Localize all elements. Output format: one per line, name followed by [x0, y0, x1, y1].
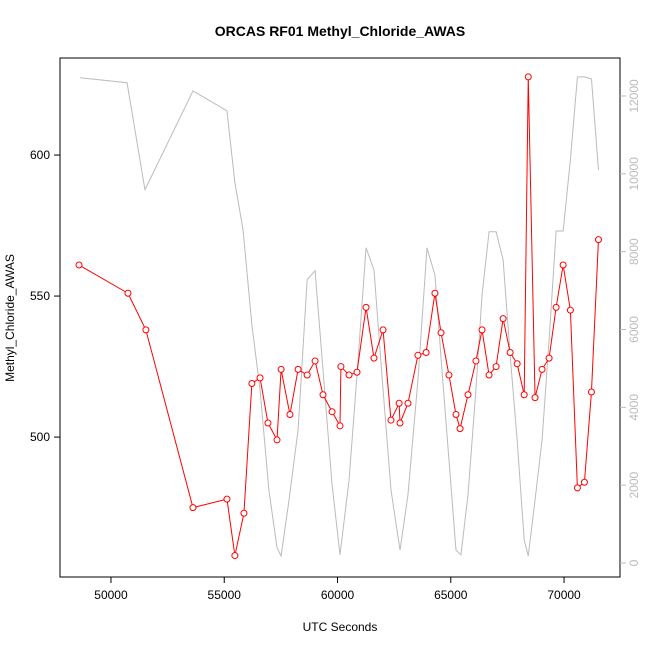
point — [513, 360, 521, 368]
point — [311, 357, 319, 365]
x-tick-label: 50000 — [94, 588, 128, 602]
point — [445, 371, 453, 379]
point — [396, 419, 404, 427]
point — [303, 371, 311, 379]
point — [319, 391, 327, 399]
x-tick-label: 60000 — [321, 588, 355, 602]
y-tick-label: 500 — [30, 430, 50, 444]
point — [223, 495, 231, 503]
y2-tick-label: 4000 — [627, 394, 641, 421]
point — [277, 365, 285, 373]
point — [256, 374, 264, 382]
y-axis-label: Methyl_Chloride_AWAS — [3, 254, 17, 382]
point — [545, 354, 553, 362]
point — [538, 365, 546, 373]
y2-tick-label: 6000 — [627, 316, 641, 343]
point — [524, 73, 532, 81]
point — [328, 408, 336, 416]
point — [124, 289, 132, 297]
point — [353, 368, 361, 376]
point — [370, 354, 378, 362]
point — [404, 399, 412, 407]
y2-tick-label: 8000 — [627, 238, 641, 265]
point — [492, 363, 500, 371]
point — [573, 484, 581, 492]
point — [75, 261, 83, 269]
point — [437, 329, 445, 337]
point — [594, 236, 602, 244]
point — [248, 380, 256, 388]
point — [499, 315, 507, 323]
point — [580, 478, 588, 486]
point — [566, 306, 574, 314]
point — [264, 419, 272, 427]
y-tick-label: 550 — [30, 289, 50, 303]
point — [520, 391, 528, 399]
point — [142, 326, 150, 334]
x-tick-label: 70000 — [547, 588, 581, 602]
point — [559, 261, 567, 269]
point — [231, 552, 239, 560]
x-tick-label: 65000 — [434, 588, 468, 602]
x-tick-label: 55000 — [208, 588, 242, 602]
point — [587, 388, 595, 396]
point — [472, 357, 480, 365]
point — [531, 394, 539, 402]
point — [337, 363, 345, 371]
point — [422, 348, 430, 356]
point — [464, 391, 472, 399]
point — [345, 371, 353, 379]
point — [336, 422, 344, 430]
chart-title: ORCAS RF01 Methyl_Chloride_AWAS — [215, 23, 466, 39]
point — [456, 425, 464, 433]
point — [294, 365, 302, 373]
point — [362, 303, 370, 311]
point — [387, 416, 395, 424]
point — [379, 326, 387, 334]
point — [240, 509, 248, 517]
point — [552, 303, 560, 311]
point — [478, 326, 486, 334]
point — [506, 348, 514, 356]
y2-tick-label: 0 — [627, 559, 641, 566]
point — [452, 411, 460, 419]
point — [414, 351, 422, 359]
point — [485, 371, 493, 379]
point — [286, 411, 294, 419]
plot-frame — [59, 57, 621, 578]
x-axis-label: UTC Seconds — [303, 620, 378, 634]
y2-tick-label: 2000 — [627, 471, 641, 498]
y-tick-label: 600 — [30, 148, 50, 162]
point — [273, 436, 281, 444]
point — [431, 289, 439, 297]
y2-tick-label: 10000 — [627, 157, 641, 191]
point — [395, 399, 403, 407]
y2-tick-label: 12000 — [627, 79, 641, 113]
series-line — [80, 76, 599, 558]
point — [189, 504, 197, 512]
